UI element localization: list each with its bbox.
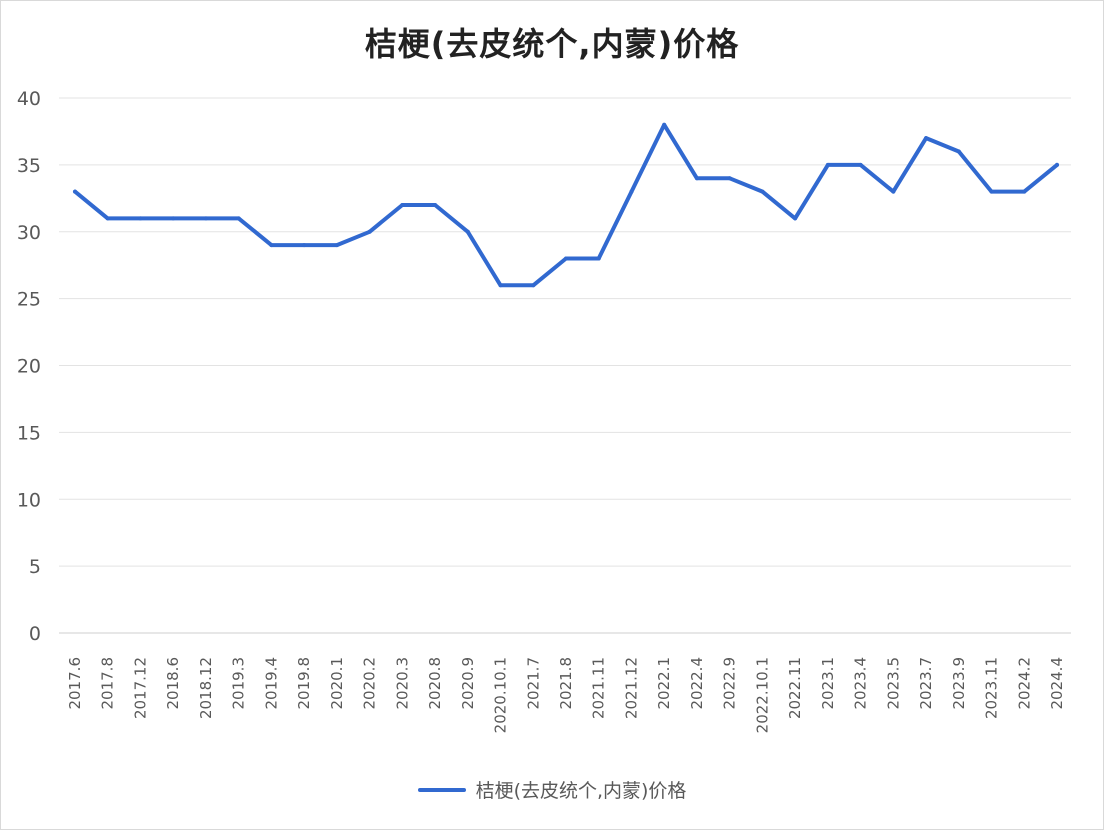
x-tick-label: 2017.12 [131,657,149,719]
x-tick-label: 2020.10.1 [492,657,510,733]
y-tick-label: 10 [17,489,41,511]
x-axis-ticks: 2017.6 2017.8 2017.12 2018.6 2018.12 2019.3 20… [66,657,1066,733]
series-layer [73,122,1059,288]
data-point [433,203,438,207]
x-tick-label: 2019.3 [230,657,248,710]
x-tick-label: 2023.11 [983,657,1001,719]
data-point [596,256,601,261]
grid-lines [59,97,1071,634]
x-tick-label: 2020.3 [393,657,411,710]
data-point [498,283,503,288]
data-point [891,189,896,194]
y-tick-label: 5 [29,556,41,578]
legend-swatch [417,787,466,792]
legend: 桔梗(去皮统个,内蒙)价格 [1,776,1103,803]
x-tick-label: 2021.12 [622,657,640,719]
x-tick-label: 2021.8 [557,657,575,710]
x-tick-label: 2020.8 [426,657,444,710]
x-tick-label: 2023.4 [852,657,870,710]
data-point [694,176,699,181]
data-point [956,149,961,154]
x-tick-label: 2017.6 [66,657,84,710]
data-point [924,136,929,141]
series-line [73,122,1059,288]
data-point [302,243,307,248]
y-tick-label: 35 [17,155,41,177]
data-point [1022,189,1027,194]
data-point [989,189,994,194]
x-tick-label: 2018.12 [197,657,215,719]
legend-label: 桔梗(去皮统个,内蒙)价格 [475,780,687,802]
x-tick-label: 2020.1 [328,657,346,710]
x-tick-label: 2022.1 [655,657,673,710]
data-point [138,216,143,221]
data-point [367,229,372,234]
y-tick-label: 40 [17,88,41,110]
x-tick-label: 2021.7 [524,657,542,710]
x-tick-label: 2024.2 [1015,657,1033,710]
data-point [564,256,568,261]
data-point [203,216,208,221]
x-tick-label: 2022.10.1 [753,657,771,733]
y-tick-label: 25 [17,289,41,311]
data-point [236,216,241,221]
x-tick-label: 2023.1 [819,657,837,710]
data-point [269,243,274,248]
x-tick-label: 2023.9 [950,657,968,710]
x-tick-label: 2020.9 [459,657,477,710]
data-point [73,189,77,194]
x-tick-label: 2023.7 [917,657,935,710]
x-tick-label: 2022.11 [786,657,804,719]
data-point [105,216,110,221]
data-point [727,176,732,181]
y-axis-ticks: 0 5 10 15 20 25 30 35 40 [17,88,41,645]
data-point [334,243,339,248]
data-point [825,162,830,167]
x-tick-label: 2019.8 [295,657,313,710]
data-point [1055,162,1059,167]
data-point [662,122,667,127]
data-point [793,216,798,221]
data-point [171,216,176,221]
y-tick-label: 30 [17,222,41,244]
data-point [760,189,765,194]
x-tick-label: 2022.4 [688,657,706,710]
chart-title: 桔梗(去皮统个,内蒙)价格 [364,25,740,63]
y-tick-label: 15 [17,422,41,444]
data-point [858,162,863,167]
x-tick-label: 2017.8 [99,657,117,710]
x-tick-label: 2023.5 [884,657,902,710]
y-tick-label: 20 [17,356,41,378]
x-tick-label: 2024.4 [1048,657,1066,710]
data-point [531,283,536,288]
data-point [629,189,634,194]
x-tick-label: 2018.6 [164,657,182,710]
x-tick-label: 2021.11 [590,657,608,719]
x-tick-label: 2020.2 [361,657,379,710]
data-point [400,203,405,207]
data-point [465,229,470,234]
y-tick-label: 0 [29,623,41,645]
x-tick-label: 2019.4 [262,657,280,710]
x-tick-label: 2022.9 [721,657,739,710]
